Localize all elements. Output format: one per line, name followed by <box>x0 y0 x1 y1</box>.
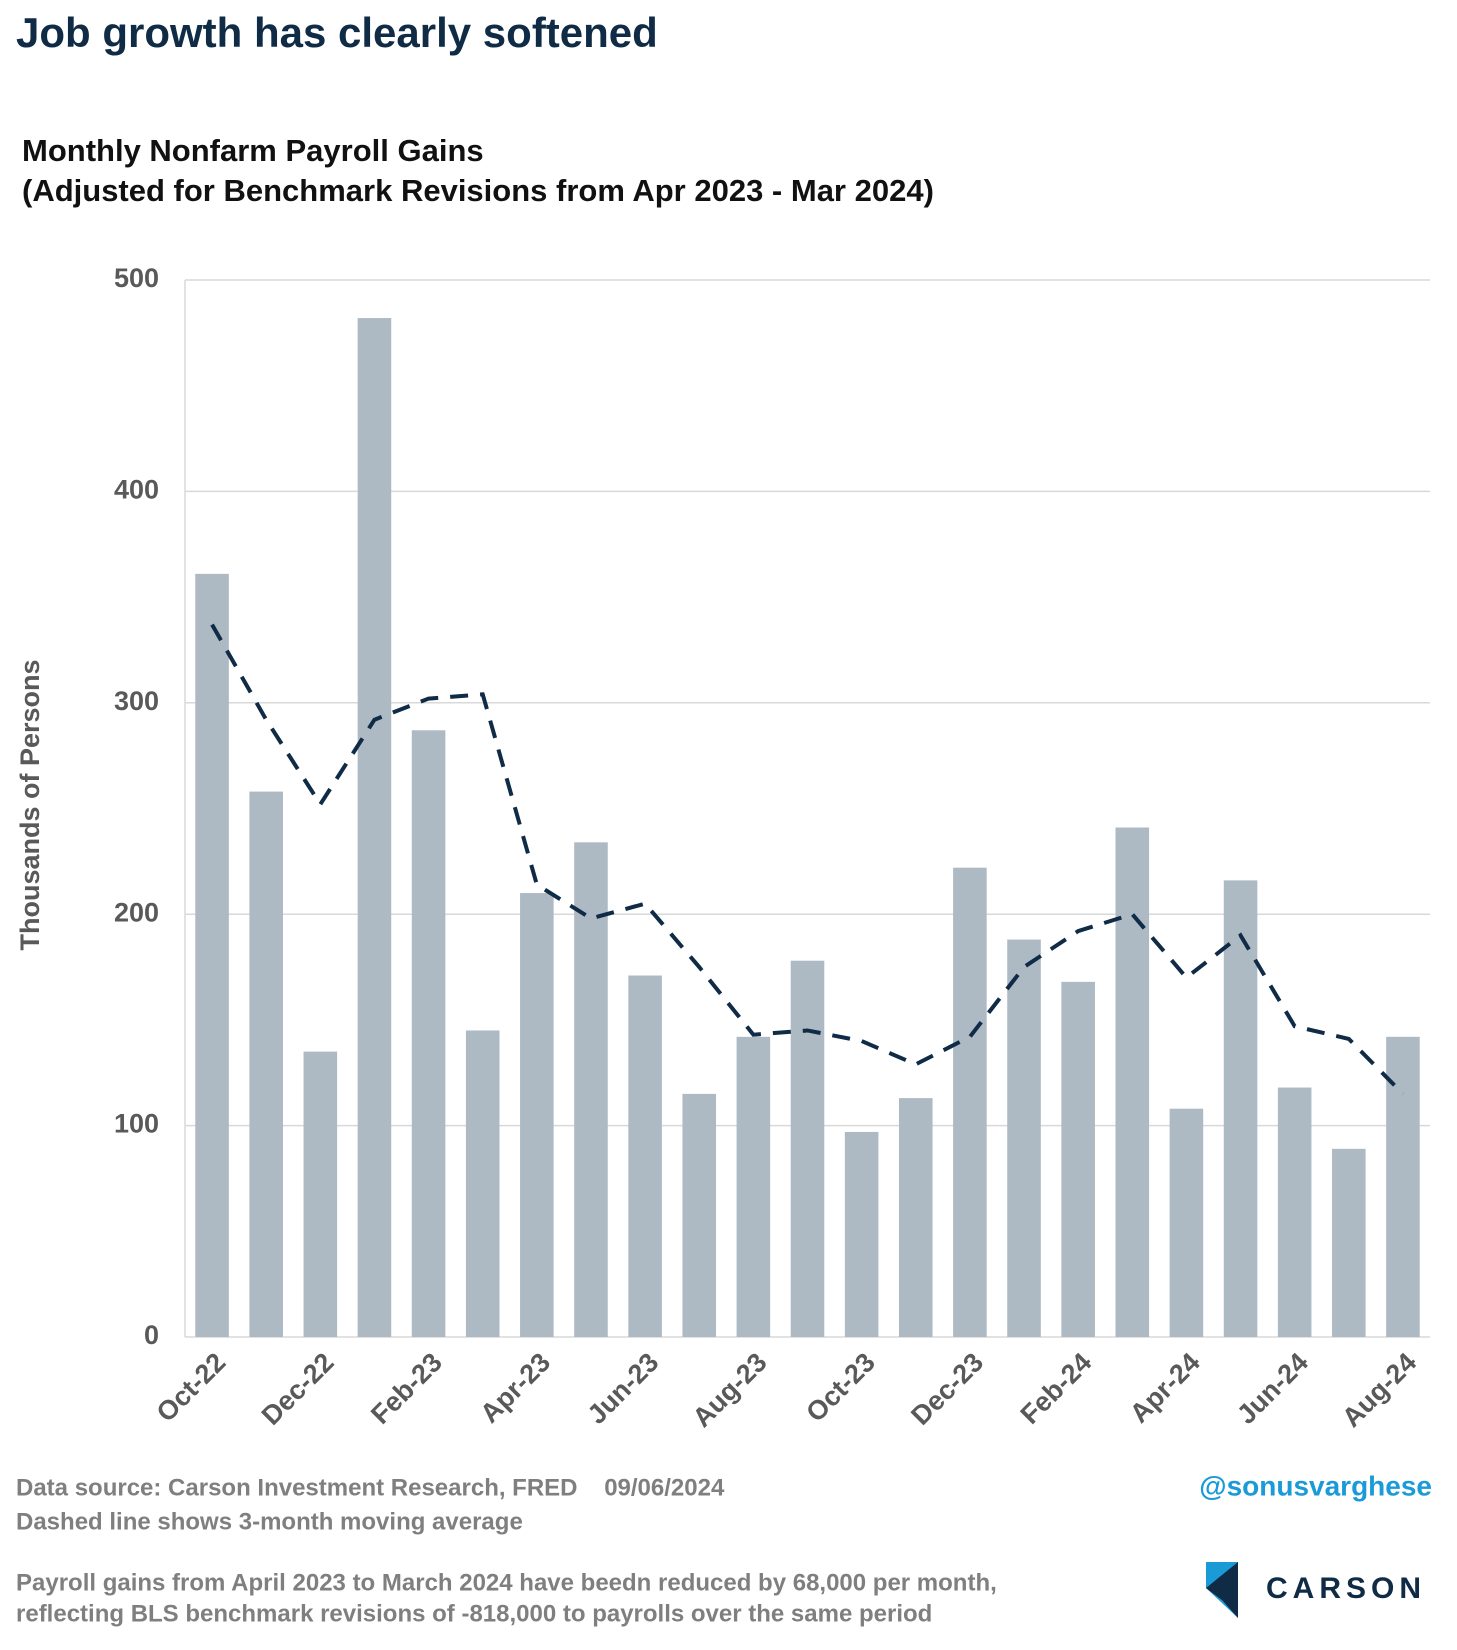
footnote: reflecting BLS benchmark revisions of -8… <box>16 1600 932 1627</box>
bar <box>844 1131 879 1337</box>
y-tick-label: 200 <box>114 897 159 927</box>
bar <box>628 975 662 1337</box>
bar <box>520 893 554 1337</box>
bar <box>303 1051 338 1337</box>
x-tick-label: Dec-23 <box>905 1347 989 1431</box>
y-tick-label: 100 <box>114 1109 159 1139</box>
carson-logo: CARSON <box>1206 1562 1426 1618</box>
bar <box>357 318 392 1337</box>
bar <box>249 791 283 1337</box>
y-tick-label: 500 <box>114 263 159 293</box>
logo-shape <box>1206 1588 1238 1618</box>
y-tick-label: 400 <box>114 475 159 505</box>
y-tick-label: 300 <box>114 686 159 716</box>
x-tick-label: Oct-23 <box>800 1347 881 1428</box>
bar <box>1115 827 1150 1337</box>
bar <box>1332 1148 1366 1337</box>
chart-subtitle: (Adjusted for Benchmark Revisions from A… <box>22 173 934 208</box>
chart-title: Job growth has clearly softened <box>16 9 658 56</box>
bar <box>411 730 446 1337</box>
y-tick-label: 0 <box>144 1320 159 1350</box>
bar <box>736 1036 771 1337</box>
chart-subtitle: Monthly Nonfarm Payroll Gains <box>22 133 484 168</box>
x-tick-label: Feb-24 <box>1015 1347 1098 1430</box>
bar <box>1386 1036 1420 1337</box>
x-tick-label: Dec-22 <box>256 1347 340 1431</box>
moving-average-line <box>210 623 1405 1096</box>
x-tick-label: Oct-22 <box>151 1347 232 1428</box>
logo-shape <box>1206 1562 1238 1600</box>
bar <box>790 960 825 1337</box>
x-tick-label: Apr-24 <box>1124 1347 1206 1429</box>
x-tick-label: Jun-24 <box>1231 1347 1314 1430</box>
bar <box>1223 880 1258 1337</box>
footnote: Payroll gains from April 2023 to March 2… <box>16 1569 997 1596</box>
bar <box>195 573 229 1337</box>
x-tick-label: Feb-23 <box>365 1347 448 1430</box>
x-tick-label: Apr-23 <box>474 1347 556 1429</box>
source-note: Data source: Carson Investment Research,… <box>16 1474 725 1501</box>
bar <box>953 867 987 1337</box>
bar <box>1061 981 1095 1337</box>
x-tick-label: Aug-24 <box>1336 1347 1422 1433</box>
bar <box>682 1093 717 1337</box>
method-note: Dashed line shows 3-month moving average <box>16 1508 523 1535</box>
x-tick-label: Jun-23 <box>582 1347 665 1430</box>
bar <box>898 1098 933 1337</box>
bar <box>574 842 608 1337</box>
bar <box>465 1030 500 1337</box>
bar <box>1169 1108 1204 1337</box>
twitter-handle: @sonusvarghese <box>1199 1470 1432 1501</box>
x-tick-label: Aug-23 <box>687 1347 773 1433</box>
y-axis-label: Thousands of Persons <box>15 659 45 950</box>
brand-name: CARSON <box>1266 1572 1426 1605</box>
bar <box>1277 1087 1312 1337</box>
bar <box>1007 939 1041 1337</box>
